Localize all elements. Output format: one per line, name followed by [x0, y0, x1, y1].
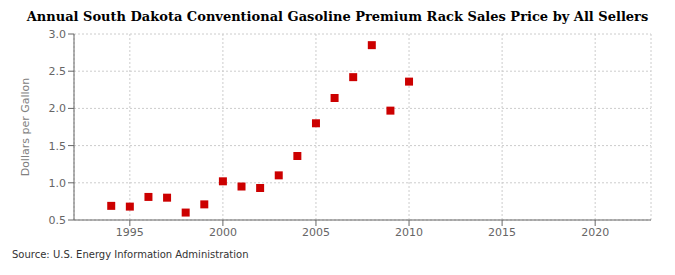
- svg-text:Dollars per Gallon: Dollars per Gallon: [19, 78, 32, 177]
- svg-text:2015: 2015: [488, 226, 516, 239]
- svg-text:3.0: 3.0: [49, 28, 67, 41]
- svg-text:2000: 2000: [209, 226, 237, 239]
- html-text:Source: U.S. Energy Informatio: Source: U.S. Energy Information Administ…: [12, 249, 249, 260]
- svg-text:1.0: 1.0: [49, 177, 67, 190]
- svg-text:2.0: 2.0: [49, 102, 67, 115]
- svg-text:2020: 2020: [581, 226, 609, 239]
- svg-text:2010: 2010: [395, 226, 423, 239]
- svg-text:2005: 2005: [302, 226, 330, 239]
- svg-text:1.5: 1.5: [49, 140, 67, 153]
- svg-text:2.5: 2.5: [49, 65, 67, 78]
- html-text:Annual South Dakota Convention: Annual South Dakota Conventional Gasolin…: [26, 9, 649, 24]
- svg-text:0.5: 0.5: [49, 214, 67, 227]
- svg-text:1995: 1995: [116, 226, 144, 239]
